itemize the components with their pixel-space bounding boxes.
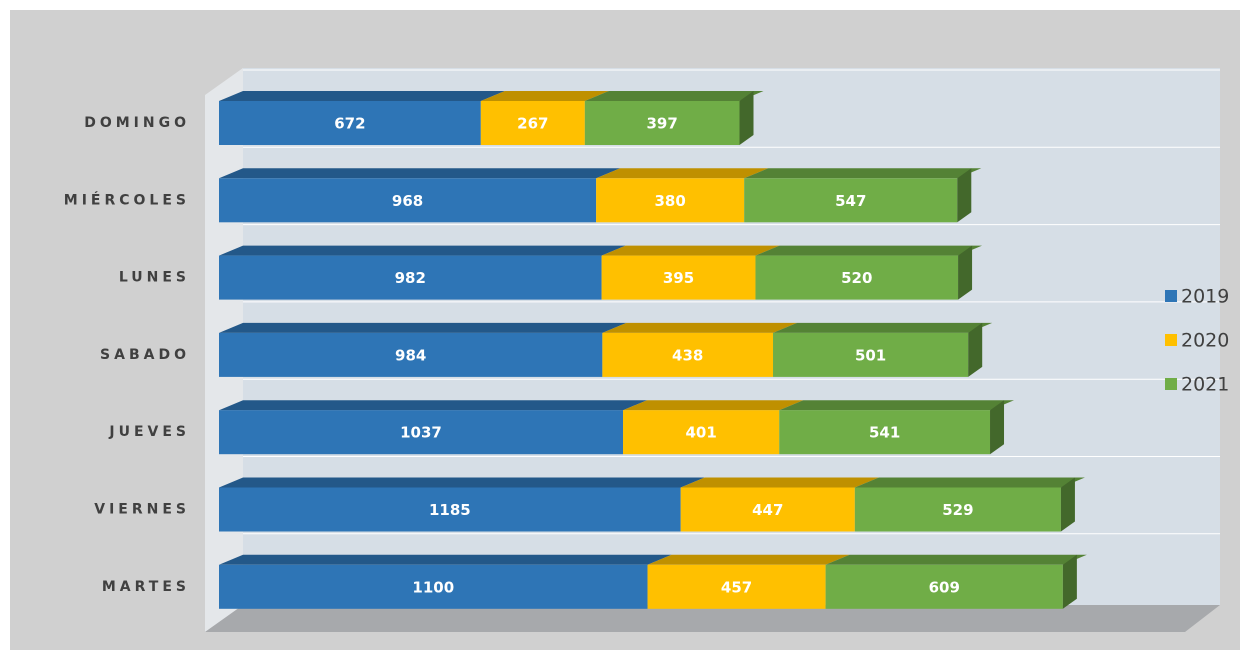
y-tick-label: LUNES [119,270,190,286]
legend-label: 2021 [1181,374,1229,396]
bar [480,101,585,145]
data-label: 1100 [412,578,454,596]
y-tick-label: MARTES [102,579,190,595]
data-label: 547 [835,192,866,210]
bar-top [602,322,798,333]
bar-top [647,554,850,565]
bar-top [219,168,621,179]
bar [647,564,826,609]
bar [602,332,774,377]
data-label: 501 [855,346,886,364]
bar-top [680,477,879,488]
bar-top [596,168,769,179]
bar [773,332,969,377]
bar [680,487,855,532]
legend-label: 2019 [1181,286,1229,308]
grid [243,69,1220,535]
bar-top [854,477,1085,488]
data-label: 395 [663,269,694,287]
bar-side [958,245,973,300]
data-label: 984 [395,346,426,364]
bar-side [990,400,1005,455]
bar [584,101,740,145]
bar [779,410,991,455]
data-label: 672 [334,115,365,133]
data-label: 1185 [429,501,471,519]
data-label: 401 [685,424,716,442]
bar [601,255,756,300]
bar [219,410,624,455]
bar-top [219,554,672,565]
bar [219,332,603,377]
data-label: 438 [672,346,703,364]
data-label: 541 [869,424,900,442]
bar-top [825,554,1087,565]
bar [623,410,780,455]
bar [755,255,959,300]
y-tick-label: JUEVES [108,424,190,440]
bar-top [623,400,804,411]
data-label: 447 [752,501,783,519]
bar-top [773,322,993,333]
bar-top [779,400,1015,411]
bar-side [739,91,754,145]
data-label: 982 [395,269,426,287]
y-tick-label: MIÉRCOLES [64,191,190,208]
bar-top [219,322,627,333]
data-label: 968 [392,192,423,210]
bar-top [584,91,764,101]
bar [219,255,602,300]
data-label: 380 [655,192,686,210]
bar-side [957,168,972,223]
legend-swatch [1165,290,1177,302]
bar-top [601,245,780,256]
y-tick-label: DOMINGO [84,115,190,131]
data-label: 267 [517,115,548,133]
bar [219,178,597,223]
bar [596,178,745,223]
bar [854,487,1061,532]
bar [825,564,1063,609]
bar [219,487,681,532]
bar-side [1062,554,1077,609]
bar-top [219,477,705,488]
bar [744,178,958,223]
bar-top [480,91,609,101]
bar [219,564,648,609]
bar-side [968,322,983,377]
data-label: 520 [841,269,872,287]
bar-top [219,400,648,411]
data-label: 457 [721,578,752,596]
floor [205,605,1220,632]
y-tick-label: SABADO [100,347,190,363]
bar-top [744,168,982,179]
legend-swatch [1165,334,1177,346]
legend-label: 2020 [1181,330,1229,352]
data-label: 1037 [400,424,442,442]
bar-top [219,245,626,256]
bar [219,101,481,145]
legend-swatch [1165,378,1177,390]
y-tick-label: VIERNES [94,502,190,518]
data-label: 397 [647,115,678,133]
data-label: 529 [942,501,973,519]
bar-top [755,245,983,256]
bar-side [1060,477,1075,532]
data-label: 609 [929,578,960,596]
bar-top [219,91,505,101]
